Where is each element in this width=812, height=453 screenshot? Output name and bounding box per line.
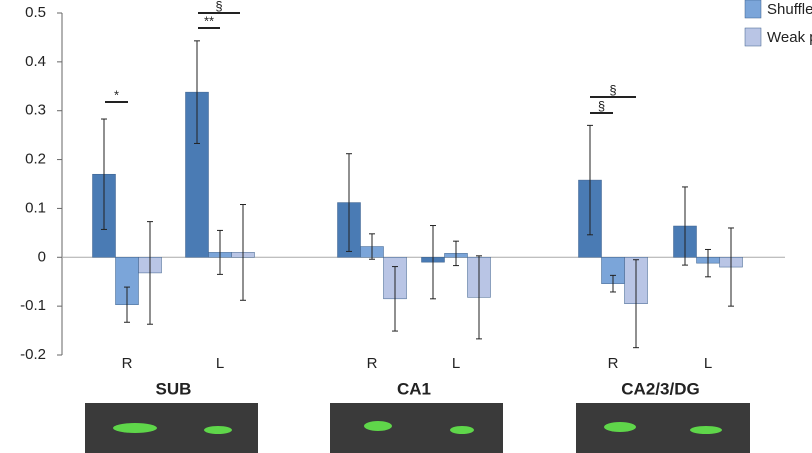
brain-highlight <box>364 421 392 431</box>
error-bar <box>633 259 639 349</box>
y-tick-label: 0.4 <box>25 53 46 70</box>
significance-label: § <box>598 98 605 113</box>
y-tick-label: 0.2 <box>25 151 46 168</box>
error-bar <box>101 118 107 230</box>
x-tick-label: L <box>704 355 712 372</box>
y-tick-label: -0.2 <box>20 346 46 363</box>
y-tick-label: 0.3 <box>25 102 46 119</box>
y-tick-label: 0 <box>38 248 46 265</box>
x-tick-label: R <box>122 355 133 372</box>
y-tick-label: 0.1 <box>25 199 46 216</box>
x-tick-label: L <box>452 355 460 372</box>
error-bar <box>728 227 734 307</box>
legend-swatch <box>744 0 762 19</box>
brain-image <box>85 403 258 453</box>
x-tick-label: R <box>608 355 619 372</box>
error-bar <box>240 204 246 301</box>
legend-swatch <box>744 27 762 47</box>
error-bar <box>346 153 352 252</box>
error-bar <box>682 186 688 266</box>
brain-highlight <box>113 423 157 433</box>
error-bar <box>369 233 375 260</box>
significance-label: § <box>215 0 222 13</box>
group-label: CA2/3/DG <box>621 379 699 398</box>
x-tick-label: R <box>367 355 378 372</box>
error-bar <box>610 274 616 293</box>
brain-highlight <box>604 422 636 432</box>
y-tick-label: 0.5 <box>25 4 46 21</box>
brain-highlight <box>690 426 722 434</box>
significance-label: * <box>114 87 119 102</box>
error-bar <box>147 221 153 325</box>
error-bar <box>392 266 398 332</box>
error-bar <box>453 240 459 267</box>
significance-label: ** <box>204 13 214 28</box>
brain-image <box>330 403 503 453</box>
error-bar <box>217 229 223 275</box>
legend-label: Weak pairs <box>767 29 812 46</box>
error-bar <box>476 255 482 340</box>
y-tick-label: -0.1 <box>20 297 46 314</box>
brain-images <box>85 403 750 453</box>
group-label: SUB <box>156 379 192 398</box>
brain-highlight <box>204 426 232 434</box>
brain-image <box>576 403 750 453</box>
brain-highlight <box>450 426 474 434</box>
group-label: CA1 <box>397 379 431 398</box>
significance-label: § <box>609 82 616 97</box>
x-tick-label: L <box>216 355 224 372</box>
legend-label: Shuffled pairs <box>767 1 812 18</box>
error-bar <box>124 286 130 323</box>
error-bar <box>430 225 436 300</box>
error-bar <box>194 40 200 144</box>
error-bar <box>705 248 711 278</box>
error-bar <box>587 124 593 236</box>
